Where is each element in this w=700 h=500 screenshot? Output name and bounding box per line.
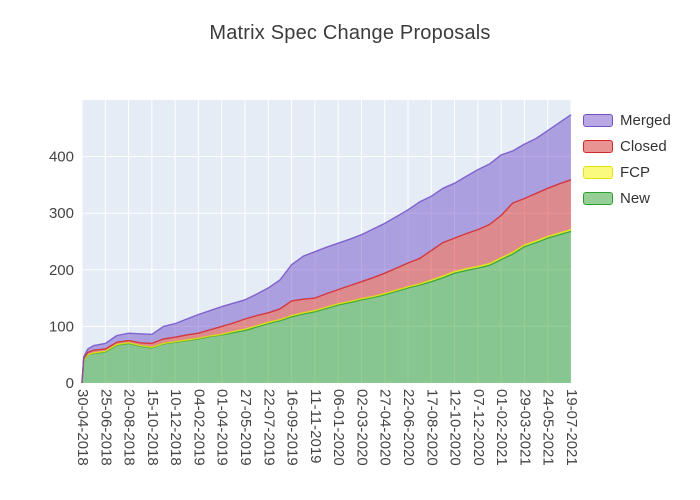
x-tick-label: 10-12-2018 <box>167 389 184 466</box>
legend-item-merged[interactable]: Merged <box>583 107 671 133</box>
x-tick-label: 17-08-2020 <box>423 389 440 466</box>
x-tick-label: 22-06-2020 <box>400 389 417 466</box>
x-tick-label: 27-05-2019 <box>237 389 254 466</box>
x-tick-label: 22-07-2019 <box>260 389 277 466</box>
legend: Merged Closed FCP New <box>583 107 671 211</box>
x-tick-label: 12-10-2020 <box>447 389 464 466</box>
y-tick-label: 300 <box>49 205 74 222</box>
x-tick-label: 20-08-2018 <box>121 389 138 466</box>
legend-label-fcp: FCP <box>620 163 650 181</box>
area-merged <box>82 114 571 383</box>
legend-item-closed[interactable]: Closed <box>583 133 671 159</box>
new-swatch-icon <box>583 191 613 205</box>
legend-item-fcp[interactable]: FCP <box>583 159 671 185</box>
x-tick-label: 02-03-2020 <box>353 389 370 466</box>
x-tick-label: 24-05-2021 <box>540 389 557 466</box>
x-tick-label: 11-11-2019 <box>307 389 324 464</box>
y-tick-label: 100 <box>49 318 74 335</box>
y-tick-label: 400 <box>49 149 74 166</box>
x-tick-label: 01-02-2021 <box>493 389 510 466</box>
fcp-swatch-icon <box>583 165 613 179</box>
x-tick-label: 01-04-2019 <box>214 389 231 466</box>
legend-label-new: New <box>620 189 651 207</box>
line-fcp <box>81 228 572 384</box>
y-tick-label: 0 <box>66 375 74 392</box>
merged-swatch-icon <box>583 113 613 127</box>
x-tick-label: 04-02-2019 <box>190 389 207 466</box>
y-tick-label: 200 <box>49 262 74 279</box>
x-tick-label: 25-06-2018 <box>97 389 114 466</box>
x-tick-label: 29-03-2021 <box>516 389 533 466</box>
closed-swatch-icon <box>583 139 613 153</box>
line-closed <box>81 179 572 384</box>
area-new <box>82 231 571 383</box>
x-tick-label: 06-01-2020 <box>330 389 347 466</box>
chart-title: Matrix Spec Change Proposals <box>209 22 491 44</box>
x-tick-label: 27-04-2020 <box>377 389 394 466</box>
x-tick-label: 19-07-2021 <box>563 389 580 466</box>
line-merged <box>81 114 572 384</box>
x-tick-label: 30-04-2018 <box>74 389 91 466</box>
x-tick-label: 16-09-2019 <box>284 389 301 466</box>
legend-label-merged: Merged <box>620 111 671 129</box>
x-tick-label: 07-12-2020 <box>470 389 487 466</box>
legend-item-new[interactable]: New <box>583 185 671 211</box>
legend-label-closed: Closed <box>620 137 667 155</box>
x-tick-label: 15-10-2018 <box>144 389 161 466</box>
